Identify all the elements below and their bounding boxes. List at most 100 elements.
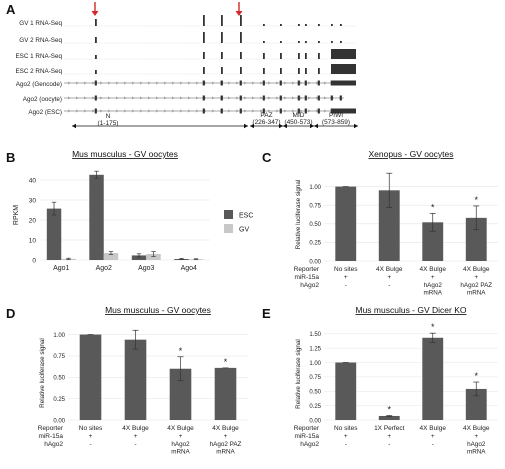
- reporter-label: 4X Bulge: [420, 266, 447, 273]
- strand-chevron: [123, 109, 127, 113]
- strand-chevron: [251, 96, 255, 100]
- strand-chevron: [323, 81, 327, 85]
- mir-15a-value: +: [134, 433, 138, 440]
- red-arrow-head: [91, 11, 99, 16]
- strand-chevron: [299, 81, 303, 85]
- coverage-utr-block: [331, 64, 356, 74]
- coverage-peak: [203, 67, 205, 74]
- coverage-peak: [280, 24, 282, 26]
- red-arrow-head: [235, 11, 243, 16]
- bar: [214, 367, 237, 420]
- coverage-peak: [263, 24, 265, 26]
- strand-chevron: [243, 96, 247, 100]
- strand-chevron: [131, 109, 135, 113]
- gene-exon: [94, 95, 97, 101]
- strand-chevron: [251, 109, 255, 113]
- hago2-value: mRNA: [467, 290, 486, 297]
- bar: [335, 186, 357, 261]
- mir-15a-value: +: [474, 433, 478, 440]
- mir-15a-value: +: [179, 433, 183, 440]
- gene-exon: [220, 80, 223, 86]
- mir-15a-value: +: [89, 433, 93, 440]
- hago2-value: hAgo2 PAZ: [210, 441, 242, 448]
- coverage-peak: [305, 41, 307, 43]
- strand-chevron: [259, 109, 263, 113]
- coverage-peak: [331, 41, 333, 43]
- strand-chevron: [139, 109, 143, 113]
- domain-arrowhead-left: [72, 123, 76, 129]
- hago2-value: -: [432, 441, 434, 448]
- chart-c: Xenopus - GV oocytes 0.00 0.25 0.50 0.75 1.00…: [294, 149, 498, 297]
- coverage-peak: [240, 32, 242, 43]
- legend-label: ESC: [239, 213, 253, 220]
- y-tick-label: 30: [29, 198, 37, 205]
- coverage-utr-block: [331, 49, 356, 59]
- gene-exon: [220, 108, 223, 114]
- gene-exon: [239, 108, 242, 114]
- panel-a-genome-browser: GV 1 RNA-Seq GV 2 RNA-Seq ESC 1 RNA-Seq ESC…: [15, 2, 358, 129]
- strand-chevron: [99, 109, 103, 113]
- x-tick-label: Ago1: [53, 265, 69, 272]
- strand-chevron: [211, 109, 215, 113]
- reporter-label: No sites: [334, 425, 358, 432]
- gene-exon: [304, 108, 307, 114]
- coverage-peak: [298, 24, 300, 26]
- domain-arrowhead-left: [283, 123, 287, 129]
- y-tick-label: 1.00: [53, 333, 65, 339]
- gene-exon: [279, 95, 282, 101]
- reporter-label: No sites: [334, 266, 358, 273]
- domain-name: N: [106, 113, 111, 120]
- y-tick-label: 0.75: [309, 375, 321, 381]
- bar: [335, 362, 357, 420]
- coverage-peak: [263, 68, 265, 74]
- strand-chevron: [115, 81, 119, 85]
- strand-chevron: [179, 109, 183, 113]
- y-tick-label: 10: [29, 238, 37, 245]
- coverage-peak: [203, 52, 205, 59]
- strand-chevron: [307, 96, 311, 100]
- condition-row-label: hAgo2: [300, 282, 319, 289]
- mir-15a-value: +: [387, 433, 391, 440]
- x-tick-label: Ago3: [138, 265, 154, 272]
- panel-letter-a: A: [6, 2, 16, 17]
- track-label: GV 2 RNA-Seq: [19, 37, 62, 44]
- hago2-value: hAgo2: [424, 282, 443, 289]
- track-label: Ago2 (oocyte): [23, 96, 62, 103]
- y-tick-label: 1.00: [309, 361, 321, 367]
- chart-title: Mus musculus - GV oocytes: [105, 305, 211, 315]
- track-label: GV 1 RNA-Seq: [19, 20, 62, 27]
- strand-chevron: [163, 109, 167, 113]
- domain-name: MID: [293, 112, 305, 119]
- strand-chevron: [67, 109, 71, 113]
- significance-star: *: [387, 404, 391, 414]
- domain-name: PAZ: [260, 112, 272, 119]
- gene-exon: [202, 95, 205, 101]
- coverage-peak: [318, 24, 320, 26]
- coverage-peak: [221, 67, 223, 74]
- x-tick-label: Ago2: [96, 265, 112, 272]
- strand-chevron: [155, 109, 159, 113]
- y-tick-label: 0.75: [309, 204, 321, 210]
- gene-exon: [304, 95, 307, 101]
- hago2-value: mRNA: [423, 290, 442, 297]
- coverage-peak: [298, 41, 300, 43]
- bar: [89, 174, 104, 260]
- strand-chevron: [123, 96, 127, 100]
- y-tick-label: 0.50: [309, 222, 321, 228]
- significance-star: *: [179, 346, 183, 356]
- y-axis-label: RPKM: [13, 205, 20, 225]
- gene-exon: [317, 108, 320, 114]
- mir-15a-value: +: [344, 433, 348, 440]
- hago2-value: mRNA: [171, 449, 190, 456]
- condition-row-label: Reporter: [294, 425, 320, 432]
- y-axis-label: Relative luciferase signal: [295, 339, 302, 409]
- y-tick-label: 1.25: [309, 346, 321, 352]
- mir-15a-value: +: [431, 433, 435, 440]
- strand-chevron: [107, 109, 111, 113]
- strand-chevron: [299, 109, 303, 113]
- legend-label: GV: [239, 227, 249, 234]
- gene-exon: [94, 80, 97, 86]
- reporter-label: 4X Bulge: [420, 425, 447, 432]
- strand-chevron: [123, 81, 127, 85]
- domain-range: (1-175): [98, 120, 119, 127]
